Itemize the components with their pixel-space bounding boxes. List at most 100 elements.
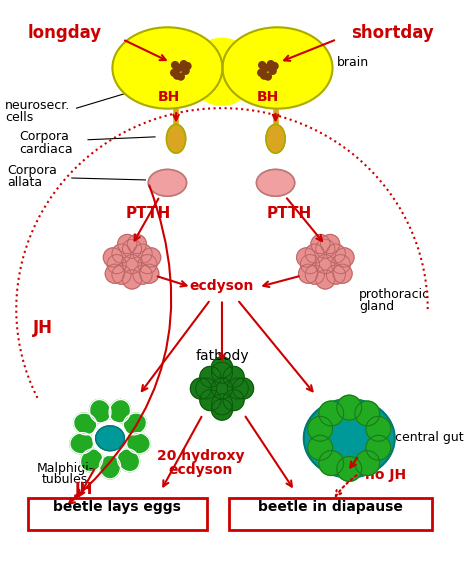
Text: no JH: no JH (365, 468, 406, 483)
Text: cells: cells (5, 111, 33, 124)
Ellipse shape (123, 413, 146, 435)
Circle shape (184, 62, 191, 69)
Text: PTTH: PTTH (266, 206, 311, 221)
Circle shape (355, 451, 380, 476)
Ellipse shape (73, 413, 97, 435)
Circle shape (200, 390, 221, 410)
Circle shape (259, 62, 265, 69)
Circle shape (316, 239, 335, 258)
Text: prothoracic: prothoracic (359, 288, 430, 301)
Text: Malphigi-: Malphigi- (36, 462, 94, 475)
Text: tubules: tubules (42, 473, 88, 486)
Ellipse shape (90, 399, 111, 423)
Circle shape (305, 244, 324, 263)
Circle shape (337, 395, 362, 420)
Circle shape (333, 264, 352, 283)
Text: neurosecr.: neurosecr. (5, 99, 70, 112)
Circle shape (319, 401, 344, 426)
Text: beetle in diapause: beetle in diapause (258, 500, 402, 514)
Circle shape (177, 73, 184, 80)
Text: 20 hydroxy: 20 hydroxy (157, 449, 245, 464)
Circle shape (308, 416, 333, 441)
Text: ecdyson: ecdyson (169, 462, 233, 477)
Circle shape (261, 72, 267, 79)
Circle shape (337, 457, 362, 481)
Text: gland: gland (359, 300, 394, 313)
Circle shape (211, 394, 233, 415)
Circle shape (319, 451, 344, 476)
Circle shape (258, 69, 264, 76)
Ellipse shape (166, 124, 186, 153)
Circle shape (223, 390, 244, 410)
Ellipse shape (266, 124, 285, 153)
Ellipse shape (109, 399, 130, 423)
Ellipse shape (70, 433, 94, 454)
Circle shape (366, 435, 391, 460)
Circle shape (269, 68, 276, 75)
Circle shape (103, 248, 122, 267)
Circle shape (140, 264, 159, 283)
Circle shape (311, 235, 330, 254)
Circle shape (299, 264, 318, 283)
Circle shape (355, 401, 380, 426)
Circle shape (211, 378, 233, 399)
Circle shape (142, 248, 161, 267)
Circle shape (211, 399, 233, 420)
Ellipse shape (148, 169, 187, 196)
Circle shape (316, 270, 335, 289)
Circle shape (301, 254, 319, 274)
Text: fatbody: fatbody (195, 349, 249, 363)
Circle shape (172, 62, 179, 69)
Text: beetle lays eggs: beetle lays eggs (53, 500, 181, 514)
Circle shape (335, 248, 354, 267)
Ellipse shape (112, 27, 222, 109)
Text: shortday: shortday (351, 24, 434, 42)
Circle shape (182, 68, 189, 75)
Ellipse shape (127, 433, 150, 454)
Circle shape (107, 254, 126, 274)
Ellipse shape (81, 449, 103, 472)
Circle shape (271, 62, 278, 69)
Text: Corpora: Corpora (8, 164, 57, 177)
Circle shape (105, 264, 124, 283)
Text: BH: BH (157, 90, 180, 103)
Ellipse shape (96, 426, 124, 451)
Circle shape (122, 254, 142, 274)
FancyArrowPatch shape (69, 186, 171, 504)
Circle shape (173, 72, 181, 79)
Circle shape (112, 244, 131, 263)
Text: allata: allata (8, 176, 43, 189)
Ellipse shape (304, 399, 395, 477)
Circle shape (138, 254, 157, 274)
Circle shape (326, 265, 346, 284)
Circle shape (320, 235, 340, 254)
Circle shape (316, 254, 335, 274)
Circle shape (305, 265, 324, 284)
Text: cardiaca: cardiaca (19, 143, 73, 156)
Circle shape (308, 435, 333, 460)
Circle shape (223, 366, 244, 387)
Text: JH: JH (75, 481, 93, 497)
Circle shape (200, 366, 221, 387)
Text: central gut: central gut (395, 431, 464, 444)
Circle shape (211, 357, 233, 378)
Ellipse shape (100, 455, 120, 479)
Text: longday: longday (28, 24, 102, 42)
Text: JH: JH (33, 319, 53, 337)
Circle shape (171, 69, 178, 76)
Circle shape (227, 378, 248, 399)
Text: BH: BH (257, 90, 279, 103)
Ellipse shape (222, 27, 332, 109)
Circle shape (112, 265, 131, 284)
Circle shape (133, 265, 152, 284)
Circle shape (264, 73, 271, 80)
Ellipse shape (189, 38, 255, 105)
Ellipse shape (118, 449, 140, 472)
Circle shape (122, 239, 142, 258)
Circle shape (127, 235, 146, 254)
Circle shape (175, 65, 182, 72)
Circle shape (191, 378, 211, 399)
Circle shape (196, 378, 217, 399)
Circle shape (122, 270, 142, 289)
Text: ecdyson: ecdyson (190, 279, 254, 293)
